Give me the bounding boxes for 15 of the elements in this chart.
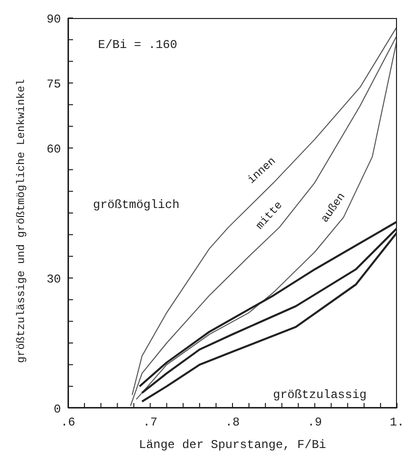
x-tick-label: .8 [225,416,240,430]
annotation: größtzulassig [273,388,367,402]
x-tick-label: .9 [308,416,322,430]
y-tick-label: 90 [46,12,61,26]
y-tick-label: 30 [46,272,61,286]
annotation: größtmöglich [93,198,180,212]
x-axis-title: Länge der Spurstange, F/Bi [138,438,326,452]
y-tick-label: 0 [54,402,61,416]
y-tick-label: 75 [46,77,61,92]
y-tick-label: 60 [46,142,61,156]
x-tick-label: .7 [143,416,158,430]
x-tick-label: 1. [390,416,404,430]
y-axis-title: größtzulässige und größtmögliche Lenkwinkel [16,79,28,363]
annotation: E/Bi = .160 [98,38,178,52]
x-tick-label: .6 [60,416,76,430]
